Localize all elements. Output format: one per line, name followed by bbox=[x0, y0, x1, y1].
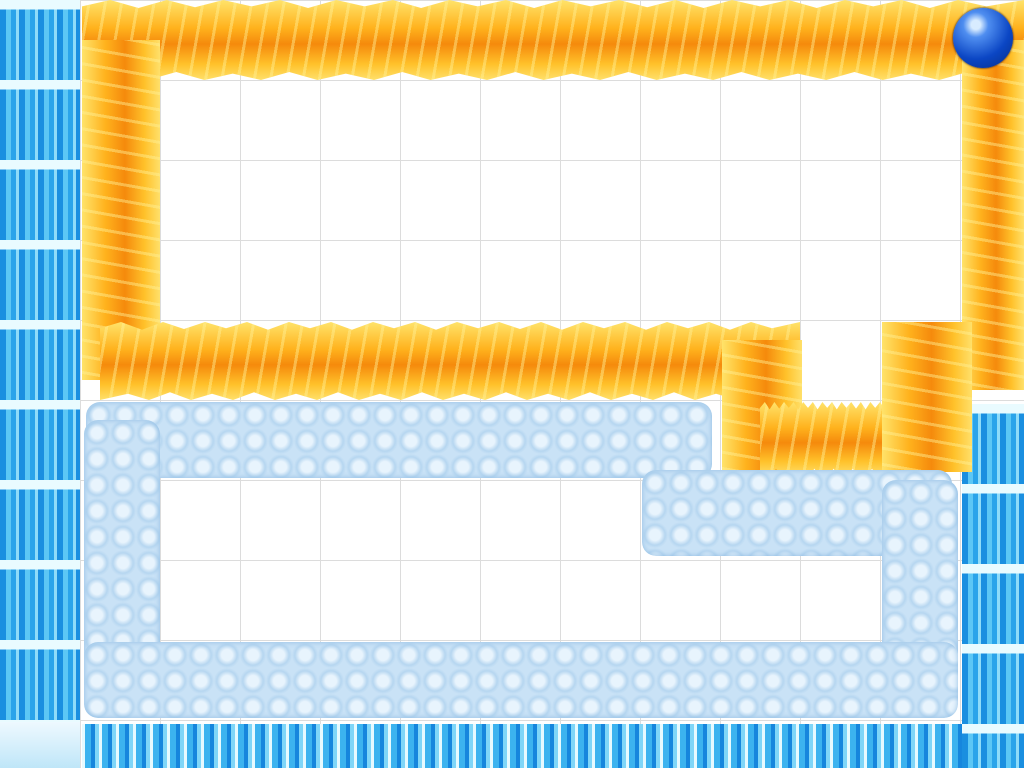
water-wall-left bbox=[0, 0, 80, 722]
player-ball[interactable] bbox=[953, 8, 1013, 68]
fire-wall-right bbox=[962, 40, 1024, 390]
ice-block-bottom-left bbox=[0, 722, 80, 768]
fire-notch-right bbox=[882, 322, 972, 472]
cloud-wall-bottom bbox=[84, 642, 958, 718]
water-floor bbox=[82, 724, 962, 768]
fire-wall-middle bbox=[100, 322, 800, 400]
water-wall-right bbox=[962, 404, 1024, 768]
fire-wall-top bbox=[82, 0, 1024, 80]
cloud-wall-top bbox=[86, 402, 712, 478]
